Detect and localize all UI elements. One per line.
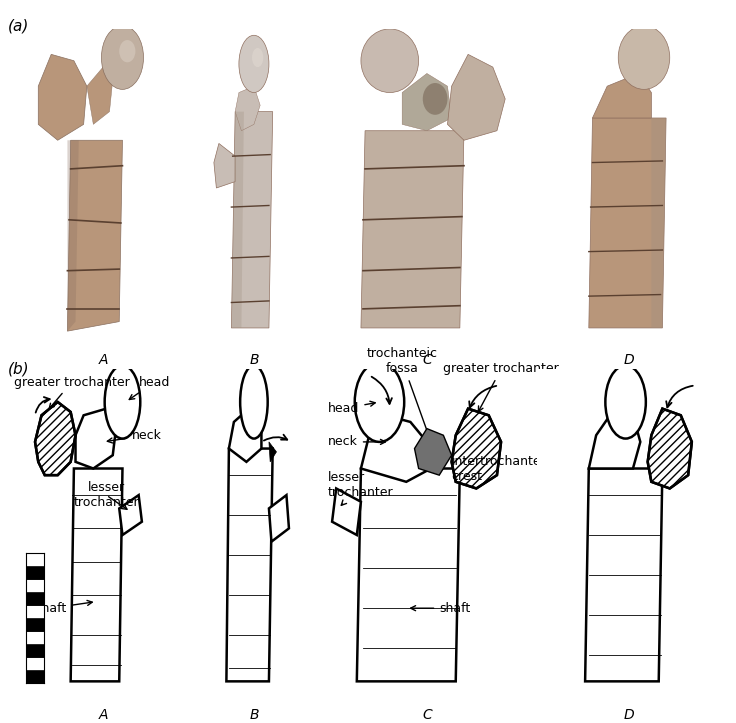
Bar bbox=[26, 579, 44, 592]
Polygon shape bbox=[361, 131, 464, 328]
Polygon shape bbox=[231, 111, 244, 328]
Polygon shape bbox=[452, 408, 501, 489]
Ellipse shape bbox=[618, 26, 670, 90]
Polygon shape bbox=[269, 442, 277, 462]
Polygon shape bbox=[38, 54, 87, 140]
Polygon shape bbox=[592, 74, 651, 118]
Text: neck: neck bbox=[328, 435, 386, 448]
Ellipse shape bbox=[239, 35, 269, 93]
Text: C: C bbox=[422, 354, 432, 367]
Text: (a): (a) bbox=[7, 18, 29, 33]
Bar bbox=[26, 618, 44, 631]
Polygon shape bbox=[231, 111, 272, 328]
Text: shaft: shaft bbox=[35, 600, 92, 615]
Bar bbox=[26, 657, 44, 670]
Circle shape bbox=[105, 365, 141, 439]
Bar bbox=[26, 605, 44, 618]
Bar bbox=[26, 631, 44, 644]
Polygon shape bbox=[71, 469, 122, 681]
Polygon shape bbox=[447, 54, 505, 140]
Polygon shape bbox=[585, 469, 662, 681]
Polygon shape bbox=[332, 489, 361, 535]
Polygon shape bbox=[648, 408, 692, 489]
Ellipse shape bbox=[119, 40, 135, 62]
Polygon shape bbox=[76, 408, 116, 469]
Polygon shape bbox=[229, 408, 261, 462]
Text: B: B bbox=[250, 708, 258, 722]
Text: head: head bbox=[328, 401, 375, 415]
Polygon shape bbox=[236, 86, 261, 131]
Text: lesser
trochanter: lesser trochanter bbox=[328, 471, 394, 505]
Polygon shape bbox=[589, 118, 666, 328]
Text: shaft: shaft bbox=[411, 602, 470, 615]
Text: head: head bbox=[130, 375, 170, 400]
Ellipse shape bbox=[252, 48, 263, 67]
Polygon shape bbox=[68, 140, 122, 331]
Polygon shape bbox=[361, 415, 431, 482]
Polygon shape bbox=[119, 495, 142, 535]
Ellipse shape bbox=[102, 26, 144, 90]
Text: A: A bbox=[99, 354, 107, 367]
Circle shape bbox=[240, 365, 268, 439]
Text: C: C bbox=[422, 708, 432, 722]
Text: lesser
trochanter: lesser trochanter bbox=[74, 481, 139, 509]
Polygon shape bbox=[35, 402, 76, 475]
Polygon shape bbox=[589, 408, 640, 469]
Polygon shape bbox=[227, 448, 272, 681]
Text: intertrochanteric
crest: intertrochanteric crest bbox=[452, 455, 557, 482]
Circle shape bbox=[355, 362, 404, 442]
Bar bbox=[26, 644, 44, 657]
Text: D: D bbox=[624, 354, 634, 367]
Text: D: D bbox=[624, 708, 634, 722]
Polygon shape bbox=[402, 74, 452, 131]
Bar bbox=[26, 553, 44, 566]
Text: neck: neck bbox=[107, 429, 162, 443]
Circle shape bbox=[605, 365, 645, 439]
Ellipse shape bbox=[422, 83, 447, 115]
Text: trochanteic
fossa: trochanteic fossa bbox=[367, 347, 438, 438]
Polygon shape bbox=[651, 118, 666, 328]
Text: A: A bbox=[99, 708, 107, 722]
Bar bbox=[26, 566, 44, 579]
Ellipse shape bbox=[361, 29, 419, 93]
Polygon shape bbox=[68, 140, 79, 331]
Polygon shape bbox=[214, 143, 236, 188]
Bar bbox=[26, 670, 44, 683]
Polygon shape bbox=[414, 429, 452, 475]
Polygon shape bbox=[357, 469, 460, 681]
Bar bbox=[26, 592, 44, 605]
Text: greater trochanter: greater trochanter bbox=[14, 375, 130, 408]
Polygon shape bbox=[87, 67, 113, 124]
Text: (b): (b) bbox=[7, 362, 29, 377]
Polygon shape bbox=[269, 495, 289, 542]
Text: greater trochanter: greater trochanter bbox=[443, 362, 559, 411]
Text: B: B bbox=[250, 354, 258, 367]
